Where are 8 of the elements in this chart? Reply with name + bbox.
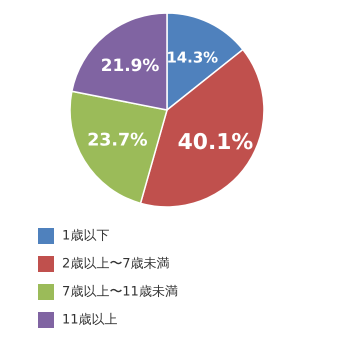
legend-label: 2歳以上〜7歳未満 [62,256,170,272]
legend-label: 1歳以下 [62,228,110,244]
data-label: 21.9% [100,55,160,76]
legend-label: 11歳以上 [62,312,118,328]
data-label: 14.3% [166,48,218,67]
data-label: 40.1% [178,130,254,155]
data-label: 23.7% [87,130,148,150]
legend-label: 7歳以上〜11歳未満 [62,284,178,300]
